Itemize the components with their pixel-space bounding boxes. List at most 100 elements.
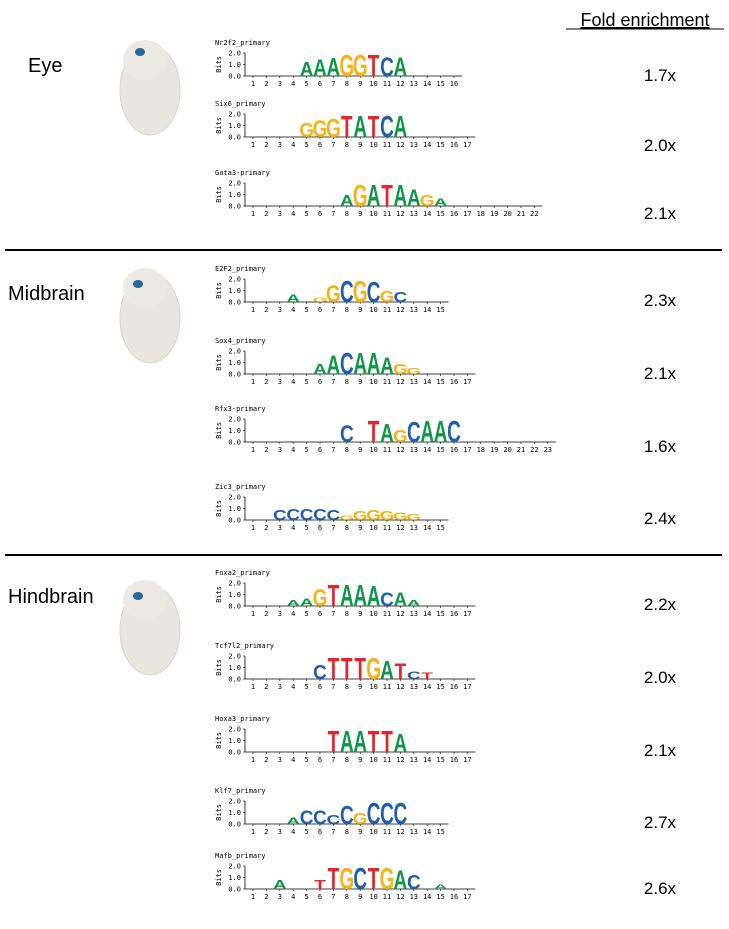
x-tick-label: 11 — [383, 80, 391, 88]
x-tick-label: 19 — [490, 446, 498, 454]
x-tick-label: 13 — [410, 756, 418, 764]
x-tick-label: 20 — [503, 446, 511, 454]
logo-letter: G — [406, 513, 421, 522]
logo-letter: C — [327, 507, 341, 523]
motif-name: Rfx3-primary — [215, 405, 266, 413]
logo-letter: G — [393, 511, 408, 523]
x-tick-label: 12 — [396, 524, 404, 532]
x-tick-label: 15 — [436, 683, 444, 691]
logo-letter: A — [394, 729, 408, 757]
logo-letter: A — [394, 180, 408, 214]
y-tick-label: 0.0 — [228, 886, 241, 894]
logo-letter: C — [340, 348, 354, 382]
x-tick-label: 3 — [278, 446, 282, 454]
y-tick-label: 0.0 — [228, 821, 241, 829]
x-tick-label: 1 — [251, 378, 255, 386]
x-tick-label: 7 — [331, 828, 335, 836]
y-tick-label: 1.0 — [228, 122, 241, 130]
x-tick-label: 15 — [436, 141, 444, 149]
x-tick-label: 11 — [383, 893, 391, 901]
logo-letter: T — [354, 653, 366, 687]
x-tick-label: 9 — [358, 610, 362, 618]
x-tick-label: 8 — [345, 828, 349, 836]
logo-letter: A — [353, 726, 367, 760]
logo-letter: T — [368, 50, 380, 84]
logo-letter: G — [326, 114, 341, 142]
logo-letter: T — [381, 726, 393, 760]
header: Fold enrichment — [580, 10, 709, 30]
x-tick-label: 12 — [396, 893, 404, 901]
x-tick-label: 7 — [331, 524, 335, 532]
x-tick-label: 2 — [264, 446, 268, 454]
fold-enrichment: 2.4x — [644, 509, 677, 528]
fold-enrichment: 2.3x — [644, 291, 677, 310]
x-tick-label: 13 — [410, 524, 418, 532]
logo-letter: C — [340, 801, 354, 829]
x-tick-label: 11 — [383, 378, 391, 386]
x-tick-label: 10 — [369, 756, 377, 764]
x-tick-label: 22 — [530, 210, 538, 218]
logo-letter: C — [367, 798, 381, 832]
logo-letter: A — [353, 580, 367, 614]
y-axis-label: Bits — [215, 186, 223, 203]
x-tick-label: 5 — [304, 756, 308, 764]
logo-letter: A — [394, 52, 408, 82]
x-tick-label: 7 — [331, 446, 335, 454]
x-tick-label: 16 — [450, 756, 458, 764]
fold-enrichment: 2.1x — [644, 364, 677, 383]
x-tick-label: 1 — [251, 893, 255, 901]
x-tick-label: 17 — [463, 446, 471, 454]
x-tick-label: 3 — [278, 524, 282, 532]
x-tick-label: 10 — [369, 141, 377, 149]
motif-name: Gata3-primary — [215, 169, 270, 177]
logo-letter: C — [340, 420, 354, 448]
y-axis-label: Bits — [215, 586, 223, 603]
logo-letter: A — [300, 58, 314, 81]
x-tick-label: 6 — [318, 610, 322, 618]
x-tick-label: 8 — [345, 80, 349, 88]
x-tick-label: 3 — [278, 828, 282, 836]
logo-letter: T — [368, 863, 380, 897]
x-tick-label: 6 — [318, 378, 322, 386]
logo-letter: C — [300, 505, 314, 523]
logo-letter: A — [407, 184, 421, 212]
y-axis-label: Bits — [215, 804, 223, 821]
logo-letter: G — [393, 361, 408, 377]
logo-letter: A — [420, 416, 434, 450]
fold-enrichment: 2.2x — [644, 595, 677, 614]
logo-letter: A — [286, 599, 300, 608]
x-tick-label: 13 — [410, 378, 418, 386]
logo-letter: G — [366, 653, 381, 687]
y-tick-label: 0.0 — [228, 371, 241, 379]
logo-letter: A — [434, 884, 448, 891]
x-tick-label: 11 — [383, 756, 391, 764]
x-tick-label: 13 — [410, 141, 418, 149]
motif-name: Foxa2_primary — [215, 569, 270, 577]
x-tick-label: 13 — [410, 828, 418, 836]
x-tick-label: 9 — [358, 141, 362, 149]
x-tick-label: 4 — [291, 141, 295, 149]
y-tick-label: 2.0 — [228, 653, 241, 661]
x-tick-label: 4 — [291, 378, 295, 386]
y-tick-label: 0.0 — [228, 603, 241, 611]
logo-letter: T — [328, 863, 340, 897]
logo-letter: G — [313, 584, 328, 612]
logo-letter: T — [368, 111, 380, 145]
x-tick-label: 18 — [477, 210, 485, 218]
y-tick-label: 1.0 — [228, 61, 241, 69]
logo-letter: A — [380, 352, 394, 380]
y-tick-label: 0.0 — [228, 134, 241, 142]
x-tick-label: 8 — [345, 893, 349, 901]
logo-letter: T — [328, 726, 340, 760]
logo-letter: G — [380, 509, 395, 523]
y-tick-label: 2.0 — [228, 50, 241, 58]
x-tick-label: 13 — [410, 446, 418, 454]
x-tick-label: 5 — [304, 210, 308, 218]
x-tick-label: 21 — [517, 210, 525, 218]
y-tick-label: 0.0 — [228, 299, 241, 307]
x-tick-label: 4 — [291, 893, 295, 901]
x-tick-label: 9 — [358, 378, 362, 386]
embryo-image — [119, 580, 181, 676]
x-tick-label: 1 — [251, 524, 255, 532]
x-tick-label: 5 — [304, 446, 308, 454]
